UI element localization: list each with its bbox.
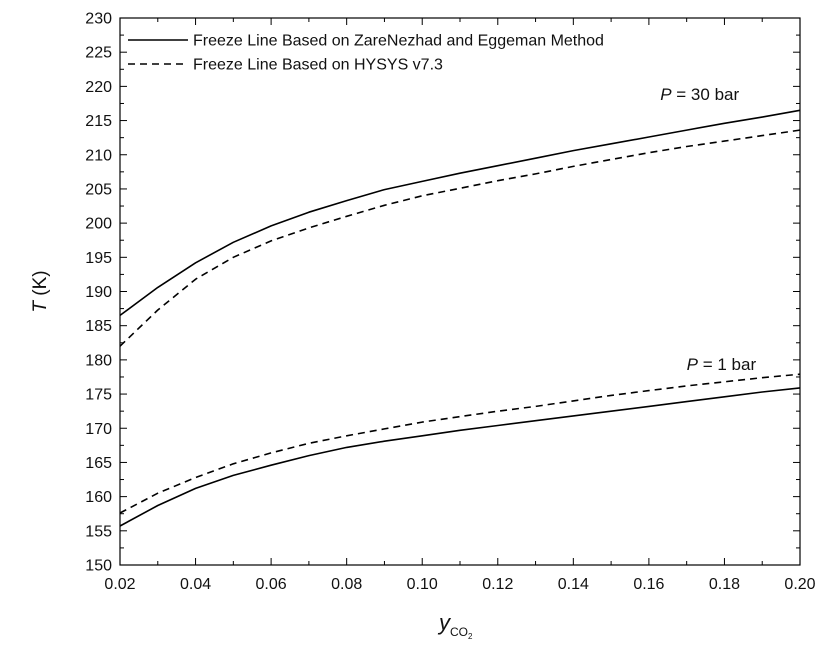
y-tick-label: 195 xyxy=(85,250,112,267)
series-line-hysys-p1 xyxy=(119,373,801,514)
legend-label: Freeze Line Based on ZareNezhad and Egge… xyxy=(193,33,604,50)
y-axis-title-unit: (K) xyxy=(30,270,51,301)
y-tick-label: 230 xyxy=(85,11,112,28)
axis-titles: T (K) yCO2 xyxy=(30,270,473,641)
x-tick-label: 0.20 xyxy=(784,576,815,593)
x-tick-label: 0.16 xyxy=(633,576,664,593)
x-axis-title-sub: CO xyxy=(450,625,468,639)
y-tick-label: 210 xyxy=(85,147,112,164)
x-axis-title-main: y xyxy=(437,610,452,635)
pressure-annotation-text: = 1 bar xyxy=(698,355,756,374)
x-tick-label: 0.10 xyxy=(407,576,438,593)
y-tick-label: 155 xyxy=(85,523,112,540)
y-tick-label: 165 xyxy=(85,455,112,472)
y-tick-label: 185 xyxy=(85,318,112,335)
series-line-zarenezhad-p30 xyxy=(119,109,801,317)
x-tick-label: 0.18 xyxy=(709,576,740,593)
y-tick-label: 170 xyxy=(85,421,112,438)
y-tick-label: 205 xyxy=(85,181,112,198)
x-axis-title-subsub: 2 xyxy=(468,632,473,641)
x-tick-label: 0.12 xyxy=(482,576,513,593)
x-tick-label: 0.14 xyxy=(558,576,589,593)
x-tick-label: 0.08 xyxy=(331,576,362,593)
series-layer xyxy=(119,109,801,527)
x-tick-label: 0.04 xyxy=(180,576,211,593)
x-tick-label: 0.06 xyxy=(256,576,287,593)
y-tick-label: 160 xyxy=(85,489,112,506)
y-tick-label: 180 xyxy=(85,352,112,369)
series-line-zarenezhad-p1 xyxy=(119,387,801,527)
y-tick-label: 175 xyxy=(85,387,112,404)
y-tick-label: 215 xyxy=(85,113,112,130)
legend-label: Freeze Line Based on HYSYS v7.3 xyxy=(193,57,443,74)
pressure-annotation-var: P xyxy=(660,85,672,104)
y-axis-title-var: T xyxy=(30,300,51,313)
pressure-annotation-text: = 30 bar xyxy=(672,85,740,104)
y-tick-label: 150 xyxy=(85,558,112,575)
axes-layer: 150 155 160 165 170 175 180 185 190 195 200 205 210 2… xyxy=(85,11,815,594)
y-tick-label: 190 xyxy=(85,284,112,301)
y-tick-label: 220 xyxy=(85,79,112,96)
pressure-annotation: P = 30 bar xyxy=(660,85,739,104)
x-axis-title: yCO2 xyxy=(437,610,473,641)
y-axis-title: T (K) xyxy=(30,270,51,312)
y-tick-label: 200 xyxy=(85,216,112,233)
y-tick-label: 225 xyxy=(85,45,112,62)
x-tick-label: 0.02 xyxy=(104,576,135,593)
legend: Freeze Line Based on ZareNezhad and Egge… xyxy=(128,33,604,74)
pressure-annotation-var: P xyxy=(687,355,699,374)
pressure-annotation: P = 1 bar xyxy=(687,355,757,374)
series-line-hysys-p30 xyxy=(119,129,801,347)
